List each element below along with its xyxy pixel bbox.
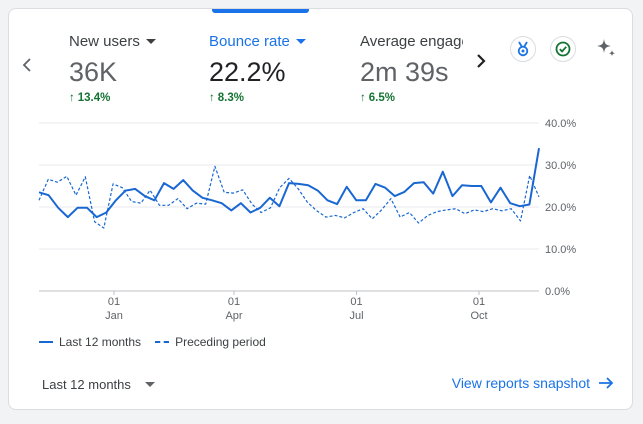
arrow-up-icon: ↑ — [209, 92, 215, 104]
y-tick-label: 10.0% — [545, 244, 576, 256]
x-tick-month-label: Jul — [349, 310, 363, 322]
x-tick-day-label: 01 — [108, 296, 120, 308]
dropdown-arrow-icon[interactable] — [145, 39, 156, 44]
metric-value: 22.2% — [209, 57, 286, 87]
link-label: View reports snapshot — [451, 375, 590, 391]
metric-change: 6.5% — [368, 92, 395, 104]
dropdown-arrow-icon — [144, 382, 155, 387]
medal-icon — [517, 41, 529, 57]
selected-metric-indicator — [212, 9, 309, 13]
y-tick-label: 40.0% — [545, 118, 576, 130]
view-reports-snapshot-link[interactable]: View reports snapshot — [452, 375, 614, 391]
date-range-label: Last 12 months — [42, 377, 131, 392]
x-tick-month-label: Apr — [225, 310, 242, 322]
series-line-last-12-months — [38, 148, 540, 219]
dashed-line-swatch — [155, 341, 170, 343]
series-line-preceding-period — [38, 165, 540, 229]
legend-previous[interactable]: Preceding period — [155, 335, 266, 349]
date-range-dropdown[interactable]: Last 12 months — [42, 377, 155, 392]
x-tick-day-label: 01 — [228, 296, 240, 308]
sparkle-icon — [597, 39, 616, 57]
metric-value: 36K — [69, 57, 118, 87]
dropdown-arrow-icon[interactable] — [295, 39, 306, 44]
chevron-left-icon — [22, 58, 31, 72]
metric-average-engagement[interactable]: Average engage 2m 39s ↑ 6.5% — [360, 33, 463, 104]
previous-metrics-button[interactable] — [15, 53, 39, 77]
x-tick-month-label: Jan — [105, 310, 123, 322]
next-metrics-button[interactable] — [469, 49, 493, 73]
metric-label: New users — [69, 33, 140, 50]
bounce-rate-chart: 40.0% 30.0% 20.0% 10.0% 0.0% 01 Jan 01 Apr 01 Jul… — [38, 118, 576, 322]
check-circle-icon — [555, 41, 571, 57]
chevron-right-icon — [477, 54, 486, 68]
ai-insights-button[interactable] — [592, 34, 620, 62]
y-tick-label: 20.0% — [545, 202, 576, 214]
solid-line-swatch — [39, 341, 53, 343]
x-tick-day-label: 01 — [473, 296, 485, 308]
y-tick-label: 0.0% — [545, 286, 570, 298]
chart-legend: Last 12 months Preceding period — [39, 335, 266, 349]
y-tick-label: 30.0% — [545, 160, 576, 172]
legend-label: Preceding period — [175, 335, 266, 349]
metric-bounce-rate[interactable]: Bounce rate 22.2% ↑ 8.3% — [209, 33, 339, 104]
legend-label: Last 12 months — [59, 335, 142, 349]
arrow-right-icon — [599, 377, 614, 389]
x-tick-day-label: 01 — [350, 296, 362, 308]
metric-change: 13.4% — [77, 92, 111, 104]
status-check-button[interactable] — [550, 36, 576, 62]
metric-label: Bounce rate — [209, 33, 290, 50]
metric-new-users[interactable]: New users 36K ↑ 13.4% — [69, 33, 189, 104]
legend-current[interactable]: Last 12 months — [39, 335, 141, 349]
metric-value: 2m 39s — [360, 57, 449, 87]
x-tick-month-label: Oct — [470, 310, 487, 322]
arrow-up-icon: ↑ — [69, 92, 75, 104]
metric-label: Average engage — [360, 33, 463, 50]
arrow-up-icon: ↑ — [360, 92, 366, 104]
overview-card: New users 36K ↑ 13.4% Bounce rate 22.2% ↑… — [8, 8, 633, 410]
insights-medal-button[interactable] — [510, 36, 536, 62]
metric-change: 8.3% — [217, 92, 244, 104]
